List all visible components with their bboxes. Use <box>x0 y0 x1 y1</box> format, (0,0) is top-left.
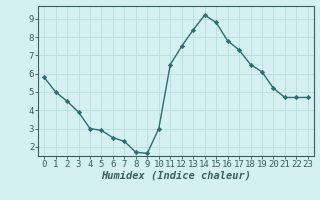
X-axis label: Humidex (Indice chaleur): Humidex (Indice chaleur) <box>101 171 251 181</box>
